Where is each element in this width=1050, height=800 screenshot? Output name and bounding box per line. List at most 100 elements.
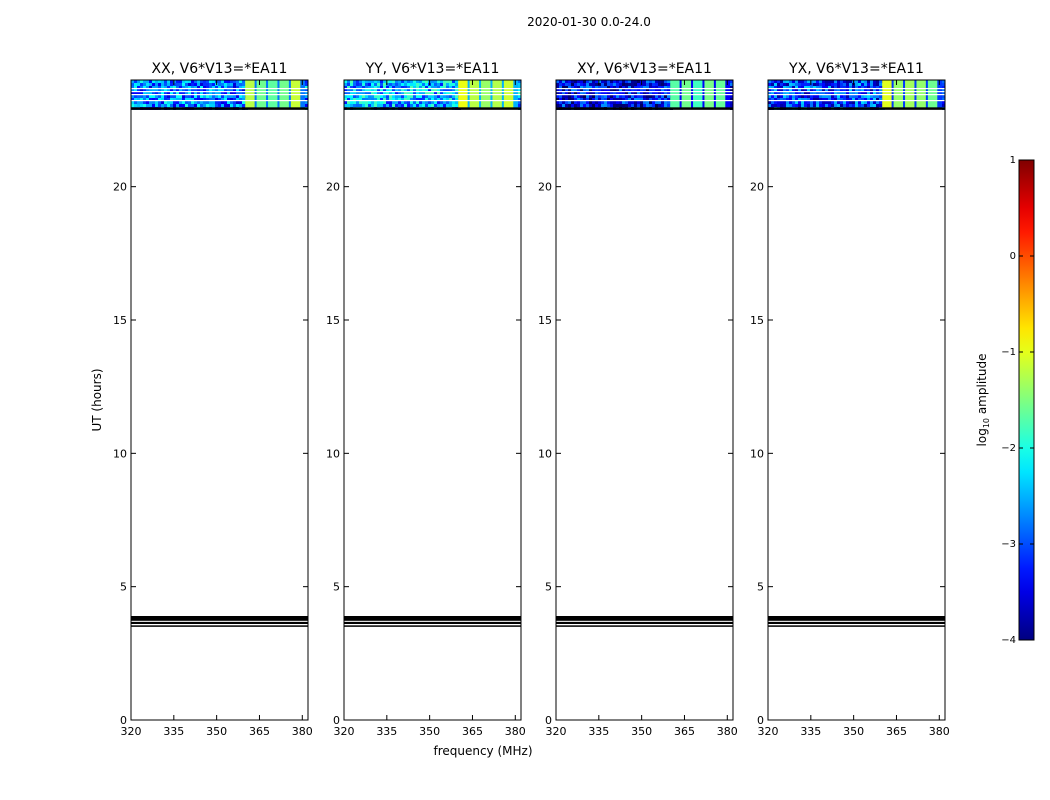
noise-cell [356, 92, 359, 95]
noise-cell [571, 80, 574, 83]
noise-cell [380, 83, 383, 86]
y-tick-label: 5 [333, 581, 340, 594]
noise-cell [197, 92, 200, 95]
noise-cell [583, 101, 586, 104]
noise-cell [140, 95, 143, 98]
noise-cell [440, 104, 443, 107]
noise-cell [643, 89, 646, 92]
noise-cell [610, 104, 613, 107]
noise-cell [637, 89, 640, 92]
noise-cell [777, 98, 780, 101]
noise-cell [425, 83, 428, 86]
panel-title: XY, V6*V13=*EA11 [577, 61, 712, 77]
noise-cell [667, 86, 670, 89]
noise-cell [837, 92, 840, 95]
noise-cell [380, 98, 383, 101]
noise-cell [212, 101, 215, 104]
noise-cell [182, 80, 185, 83]
noise-cell [664, 104, 667, 107]
noise-cell [236, 101, 239, 104]
noise-cell [843, 83, 846, 86]
noise-cell [571, 83, 574, 86]
noise-cell [401, 101, 404, 104]
noise-cell [637, 98, 640, 101]
noise-cell [242, 80, 245, 83]
noise-cell [221, 101, 224, 104]
noise-cell [398, 98, 401, 101]
noise-cell [568, 86, 571, 89]
noise-cell [344, 80, 347, 83]
noise-cell [556, 101, 559, 104]
panel-1: XX, V6*V13=*EA11 320 335 350 365 380 0 5 10 15 20 [113, 61, 313, 738]
noise-cell [780, 86, 783, 89]
noise-cell [146, 80, 149, 83]
noise-cell [362, 95, 365, 98]
noise-cell [389, 89, 392, 92]
noise-cell [819, 92, 822, 95]
noise-cell [410, 83, 413, 86]
noise-cell [804, 104, 807, 107]
noise-cell [221, 92, 224, 95]
noise-cell [221, 86, 224, 89]
noise-cell [200, 95, 203, 98]
x-tick-label: 320 [546, 725, 567, 738]
noise-cell [353, 86, 356, 89]
noise-cell [622, 95, 625, 98]
noise-cell [616, 80, 619, 83]
noise-cell [440, 95, 443, 98]
noise-cell [777, 95, 780, 98]
noise-cell [789, 101, 792, 104]
noise-cell [437, 98, 440, 101]
noise-cell [362, 101, 365, 104]
noise-cell [242, 89, 245, 92]
noise-cell [613, 83, 616, 86]
noise-cell [152, 83, 155, 86]
noise-cell [389, 86, 392, 89]
noise-cell [619, 80, 622, 83]
noise-cell [604, 104, 607, 107]
noise-cell [622, 89, 625, 92]
noise-cell [419, 98, 422, 101]
noise-cell [792, 86, 795, 89]
noise-cell [592, 101, 595, 104]
noise-cell [212, 83, 215, 86]
band-gap-line [768, 100, 945, 102]
noise-cell [305, 95, 308, 98]
noise-cell [377, 80, 380, 83]
noise-cell [452, 86, 455, 89]
noise-cell [556, 86, 559, 89]
noise-cell [646, 83, 649, 86]
noise-cell [140, 98, 143, 101]
noise-cell [825, 83, 828, 86]
y-tick-label: 10 [538, 447, 552, 460]
noise-cell [401, 80, 404, 83]
noise-cell [586, 95, 589, 98]
noise-cell [218, 104, 221, 107]
noise-cell [377, 98, 380, 101]
noise-cell [194, 95, 197, 98]
noise-cell [807, 92, 810, 95]
noise-cell [443, 83, 446, 86]
noise-cell [822, 83, 825, 86]
noise-cell [777, 92, 780, 95]
noise-cell [407, 83, 410, 86]
noise-cell [368, 80, 371, 83]
noise-cell [395, 83, 398, 86]
noise-cell [389, 95, 392, 98]
noise-cell [631, 101, 634, 104]
noise-cell [197, 95, 200, 98]
noise-cell [437, 83, 440, 86]
noise-cell [365, 83, 368, 86]
noise-cell [386, 83, 389, 86]
noise-cell [359, 101, 362, 104]
noise-cell [383, 80, 386, 83]
noise-cell [191, 92, 194, 95]
noise-cell [455, 92, 458, 95]
noise-cell [131, 98, 134, 101]
noise-cell [616, 101, 619, 104]
noise-cell [843, 92, 846, 95]
noise-cell [840, 98, 843, 101]
noise-cell [562, 104, 565, 107]
noise-cell [774, 104, 777, 107]
noise-cell [419, 101, 422, 104]
